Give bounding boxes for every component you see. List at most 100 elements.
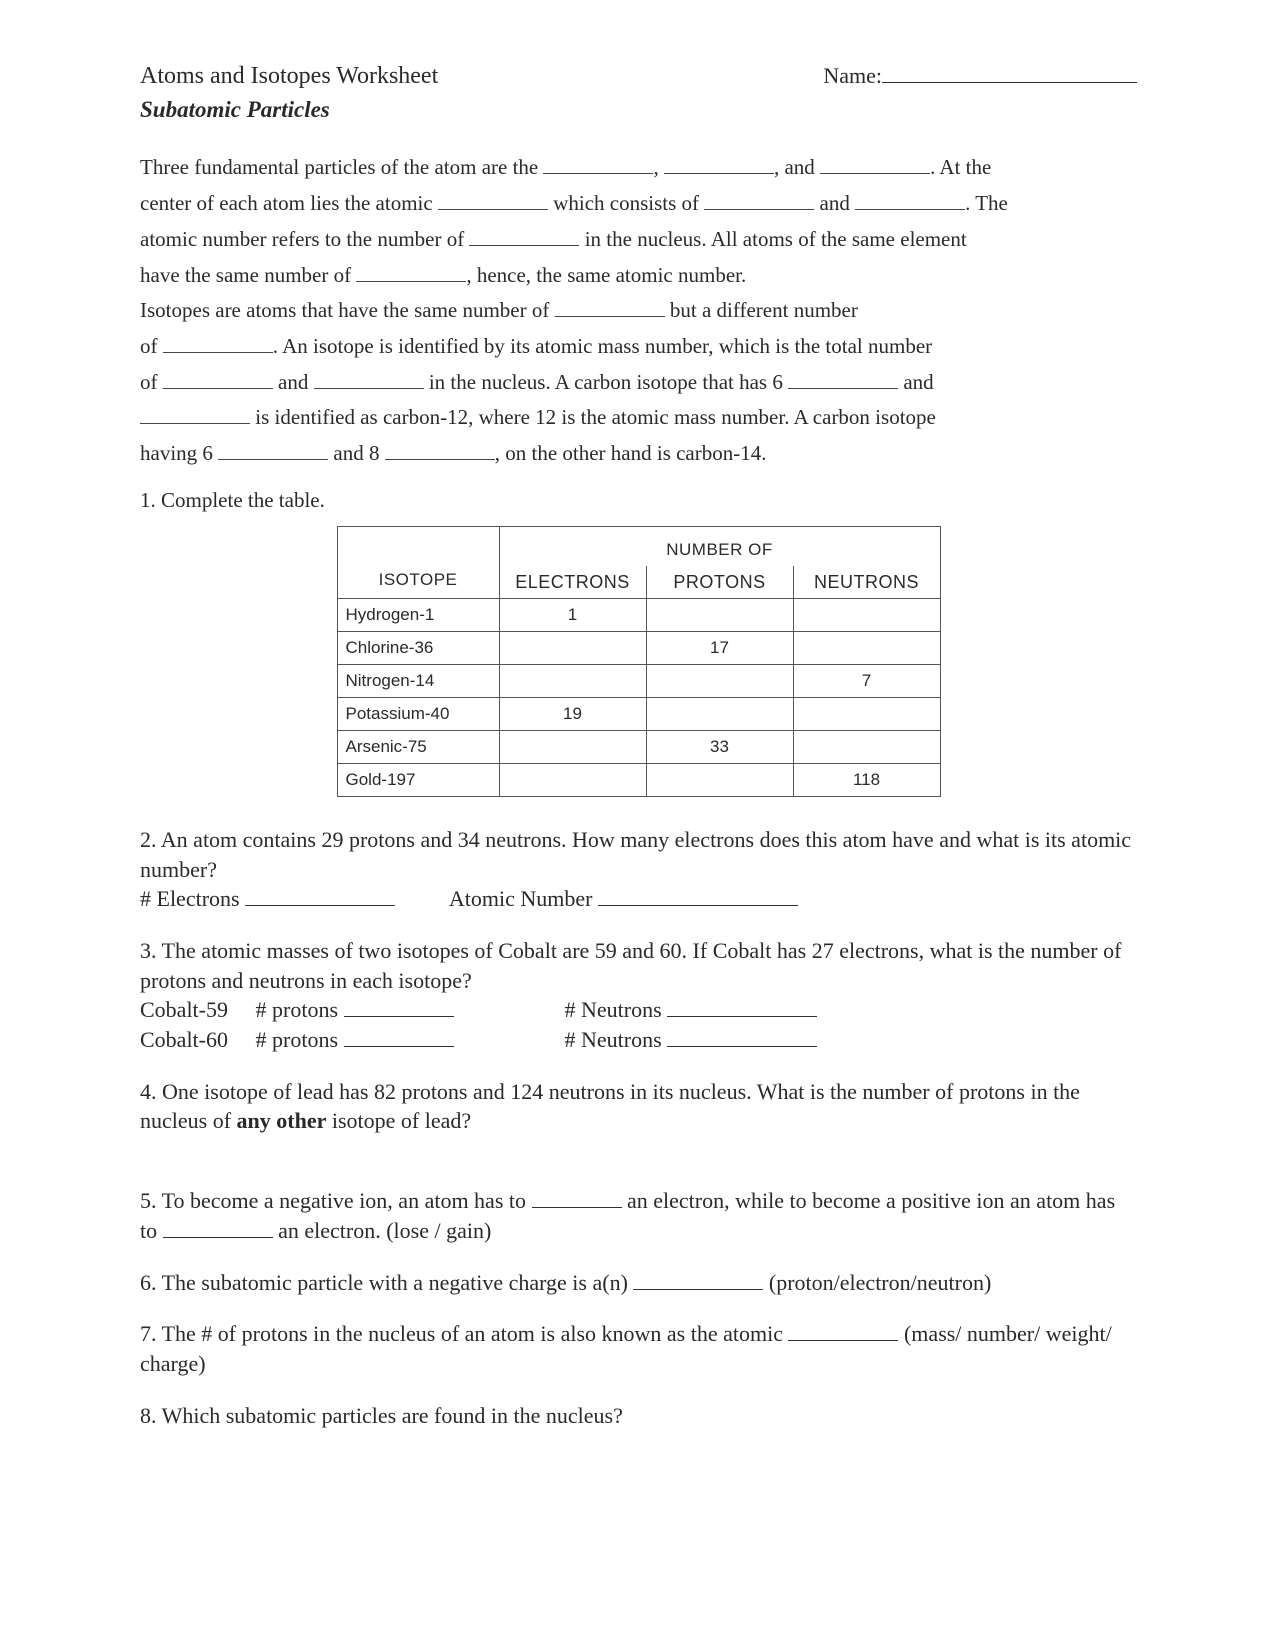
text: atomic number refers to the number of [140,227,469,251]
q6: 6. The subatomic particle with a negativ… [140,1268,1137,1298]
isotope-table-wrap: ISOTOPE NUMBER OF ELECTRONS PROTONS NEUT… [140,526,1137,797]
blank[interactable] [344,1025,454,1047]
th-protons: PROTONS [646,566,793,599]
cell-p[interactable] [646,763,793,796]
blank[interactable] [543,152,653,174]
blank[interactable] [820,152,930,174]
blank[interactable] [163,331,273,353]
text: which consists of [548,191,704,215]
cell-p[interactable] [646,697,793,730]
cell-e[interactable] [499,664,646,697]
blank[interactable] [664,152,774,174]
text: , [653,155,664,179]
blank[interactable] [598,884,798,906]
cell-n[interactable] [793,697,940,730]
blank[interactable] [356,260,466,282]
blank[interactable] [555,295,665,317]
q4-b: any other [237,1108,327,1133]
q3-neutrons-label: # Neutrons [565,997,668,1022]
blank[interactable] [245,884,395,906]
text: and [814,191,855,215]
cell-n[interactable] [793,730,940,763]
q7-a: 7. The # of protons in the nucleus of an… [140,1321,788,1346]
blank[interactable] [667,1025,817,1047]
q3: 3. The atomic masses of two isotopes of … [140,936,1137,1055]
worksheet-subtitle: Subatomic Particles [140,94,1137,125]
q4-c: isotope of lead? [326,1108,471,1133]
cell-e[interactable] [499,730,646,763]
blank[interactable] [314,367,424,389]
th-neutrons: NEUTRONS [793,566,940,599]
text: , on the other hand is carbon-14. [495,441,767,465]
isotope-table: ISOTOPE NUMBER OF ELECTRONS PROTONS NEUT… [337,526,941,797]
cell-iso: Hydrogen-1 [337,598,499,631]
cell-p[interactable] [646,598,793,631]
blank[interactable] [855,188,965,210]
text: of [140,334,163,358]
q2-electrons-label: # Electrons [140,886,245,911]
q3-neutrons-label: # Neutrons [565,1027,668,1052]
text: , hence, the same atomic number. [466,263,746,287]
cell-e[interactable] [499,631,646,664]
cell-n[interactable]: 7 [793,664,940,697]
cell-iso: Nitrogen-14 [337,664,499,697]
blank[interactable] [788,1319,898,1341]
name-label: Name: [823,63,882,88]
cell-p[interactable]: 17 [646,631,793,664]
text: Isotopes are atoms that have the same nu… [140,298,555,322]
worksheet-page: Atoms and Isotopes Worksheet Name: Subat… [0,0,1275,1651]
q2-text: 2. An atom contains 29 protons and 34 ne… [140,827,1131,882]
cell-e[interactable] [499,763,646,796]
text: but a different number [665,298,858,322]
blank[interactable] [469,224,579,246]
cell-p[interactable] [646,664,793,697]
cell-n[interactable] [793,631,940,664]
blank[interactable] [163,1216,273,1238]
th-isotope: ISOTOPE [337,526,499,598]
cell-iso: Chlorine-36 [337,631,499,664]
blank[interactable] [163,367,273,389]
q5-a: 5. To become a negative ion, an atom has… [140,1188,532,1213]
blank[interactable] [704,188,814,210]
text: . At the [930,155,991,179]
text: . An isotope is identified by its atomic… [273,334,932,358]
q5-c: an electron. (lose / gain) [273,1218,492,1243]
th-numberof: NUMBER OF [646,526,793,566]
blank[interactable] [140,402,250,424]
q3-protons-label: # protons [256,997,344,1022]
text: and 8 [328,441,385,465]
text: Three fundamental particles of the atom … [140,155,543,179]
blank[interactable] [788,367,898,389]
table-row: Chlorine-36 17 [337,631,940,664]
worksheet-title: Atoms and Isotopes Worksheet [140,60,438,92]
blank[interactable] [438,188,548,210]
text: and [898,370,934,394]
table-row: Arsenic-75 33 [337,730,940,763]
text: , and [774,155,820,179]
th-electrons-top [499,526,646,566]
table-row: Nitrogen-14 7 [337,664,940,697]
cell-p[interactable]: 33 [646,730,793,763]
cell-e[interactable]: 19 [499,697,646,730]
blank[interactable] [344,996,454,1018]
text: having 6 [140,441,218,465]
cell-n[interactable]: 118 [793,763,940,796]
q3-row2-iso: Cobalt-60 [140,1025,250,1055]
text: and [273,370,314,394]
text: in the nucleus. All atoms of the same el… [579,227,966,251]
blank[interactable] [385,438,495,460]
blank[interactable] [667,996,817,1018]
blank[interactable] [633,1268,763,1290]
q1-label: 1. Complete the table. [140,486,1137,514]
name-blank[interactable] [882,60,1137,83]
cell-e[interactable]: 1 [499,598,646,631]
header-row: Atoms and Isotopes Worksheet Name: [140,60,1137,92]
cell-n[interactable] [793,598,940,631]
q6-b: (proton/electron/neutron) [763,1270,991,1295]
cell-iso: Gold-197 [337,763,499,796]
blank[interactable] [218,438,328,460]
th-neutrons-top [793,526,940,566]
q3-row1-iso: Cobalt-59 [140,995,250,1025]
th-electrons: ELECTRONS [499,566,646,599]
blank[interactable] [532,1186,622,1208]
